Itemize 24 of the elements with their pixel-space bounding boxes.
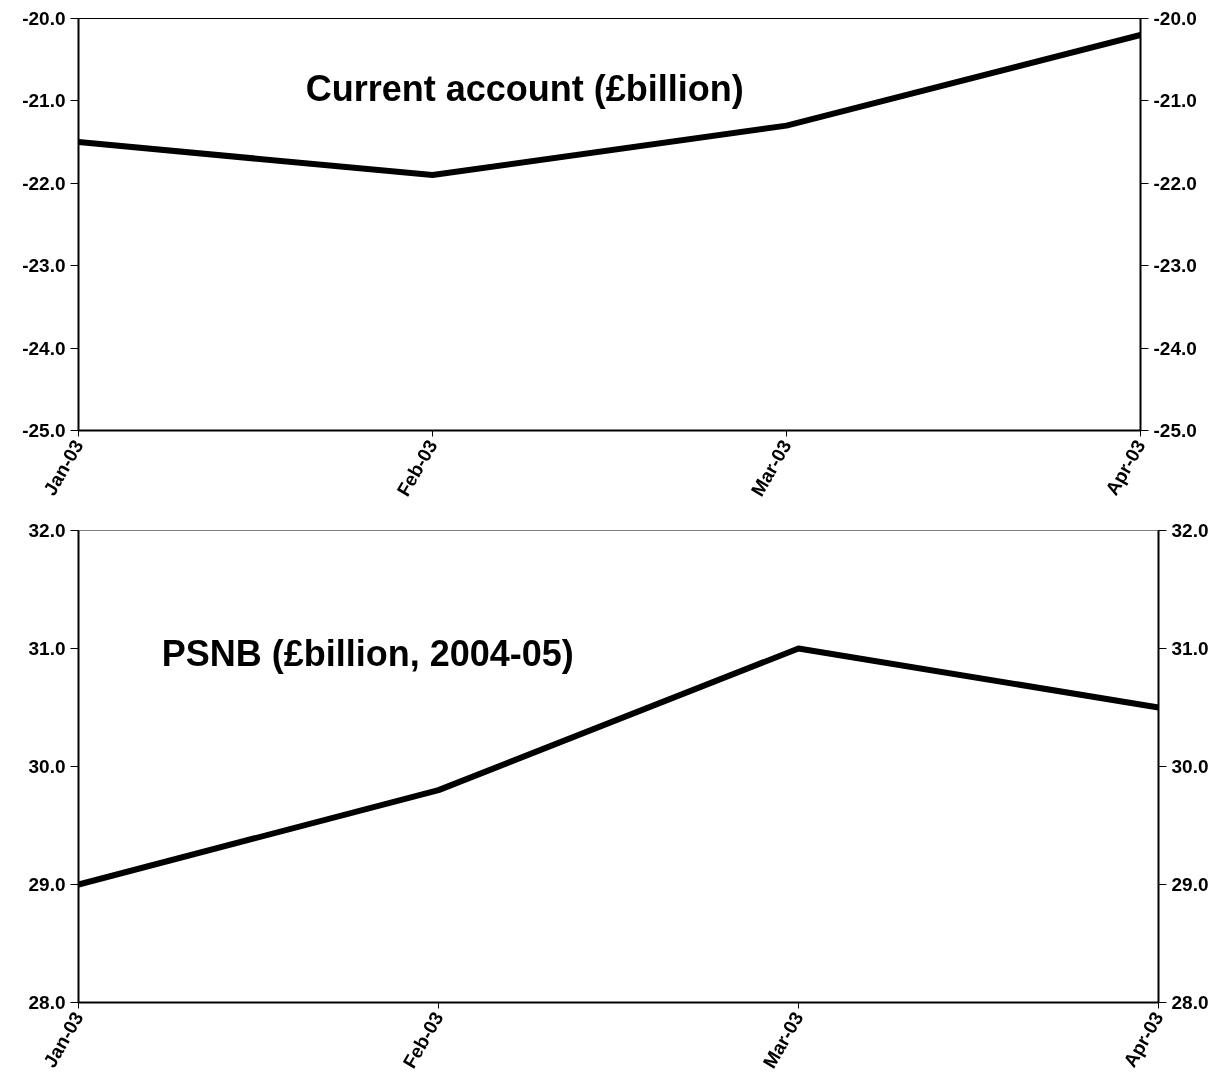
y-tick-label: 28.0 [28, 992, 66, 1013]
y2-tick-label: -21.0 [1153, 90, 1197, 112]
y-tick-label: -24.0 [22, 337, 66, 359]
y2-tick-label: -23.0 [1153, 255, 1197, 277]
y2-tick-label: 31.0 [1171, 638, 1209, 659]
y2-tick-label: -22.0 [1153, 172, 1197, 194]
y2-tick-label: 30.0 [1171, 756, 1209, 777]
text: Current account (£billion) [305, 68, 744, 110]
y-tick-label: -25.0 [22, 420, 66, 441]
y-tick-label: -22.0 [22, 172, 66, 194]
y2-tick-label: -25.0 [1153, 420, 1197, 441]
y-tick-label: 30.0 [28, 756, 66, 777]
text: PSNB (£billion, 2004-05) [161, 632, 574, 674]
y-tick-label: 29.0 [28, 874, 66, 895]
y-tick-label: 31.0 [28, 638, 66, 659]
y2-tick-label: 28.0 [1171, 992, 1209, 1013]
y2-tick-label: -24.0 [1153, 337, 1197, 359]
y-tick-label: -23.0 [22, 255, 66, 277]
y-tick-label: -20.0 [22, 8, 66, 29]
y-tick-label: 32.0 [28, 520, 66, 541]
y2-tick-label: -20.0 [1153, 8, 1197, 29]
y2-tick-label: 32.0 [1171, 520, 1209, 541]
y-tick-label: -21.0 [22, 90, 66, 112]
y2-tick-label: 29.0 [1171, 874, 1209, 895]
